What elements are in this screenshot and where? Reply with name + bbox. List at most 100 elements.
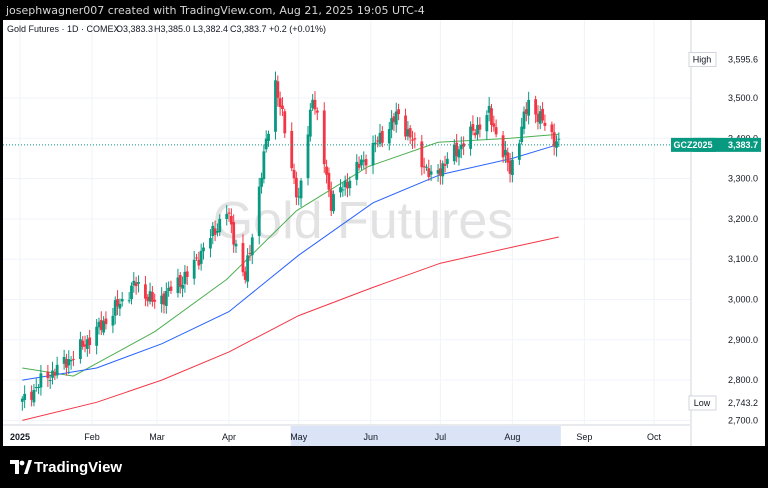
candle-body <box>20 398 24 402</box>
candle <box>429 165 433 182</box>
candle <box>490 104 493 133</box>
candle-body <box>211 225 215 237</box>
candle <box>411 130 414 149</box>
candle-body <box>306 134 310 179</box>
price-label-value: 2,743.2 <box>728 398 758 408</box>
candle-body <box>274 80 277 132</box>
price-label-value: 3,595.6 <box>728 54 758 64</box>
candle <box>243 266 247 284</box>
candle-body <box>524 109 528 114</box>
candle-body <box>32 389 36 403</box>
candle-body <box>441 163 445 177</box>
candle-body <box>346 182 349 189</box>
candle <box>53 368 57 380</box>
candle-body <box>362 160 366 162</box>
candle-body <box>281 105 284 110</box>
candle <box>394 102 398 133</box>
legend-close: C3,383.7 <box>230 24 267 34</box>
candle <box>406 120 410 141</box>
candle <box>178 272 182 294</box>
candle <box>202 242 205 260</box>
candle <box>132 272 136 293</box>
candle-body <box>459 144 463 150</box>
candle <box>380 126 384 148</box>
candle-body <box>183 271 187 284</box>
candle <box>290 122 294 172</box>
candle <box>541 102 544 124</box>
chart-area[interactable]: Gold Futures 3,500.03,400.03,300.03,200.… <box>3 20 765 446</box>
candles[interactable] <box>20 71 561 411</box>
time-tick-label: Mar <box>149 432 165 442</box>
candle-body <box>436 170 440 174</box>
candle <box>343 175 347 196</box>
candle <box>118 298 122 317</box>
candle <box>504 141 507 163</box>
candle <box>120 291 124 307</box>
time-axis[interactable]: 2025 Feb Mar Apr May Jun Jul Aug Sep Oct <box>10 432 662 442</box>
candle <box>164 282 168 314</box>
candle-body <box>55 364 59 376</box>
candle <box>183 265 187 293</box>
candle <box>487 97 491 122</box>
candle <box>357 156 361 171</box>
candle-body <box>283 111 287 134</box>
attribution-bar: josephwagner007 created with TradingView… <box>0 0 768 20</box>
symbol-label: GCZ2025 <box>673 140 712 150</box>
candle <box>346 173 349 198</box>
candle <box>257 177 261 245</box>
candle <box>232 214 236 253</box>
candle-body <box>443 164 447 166</box>
candle <box>422 157 426 174</box>
candle-body <box>146 296 150 302</box>
candle <box>550 121 554 140</box>
candle-body <box>218 218 222 233</box>
candle-body <box>457 149 461 158</box>
candle-body <box>227 212 231 214</box>
chart-svg[interactable]: Gold Futures 3,500.03,400.03,300.03,200.… <box>3 20 765 446</box>
candle <box>327 167 331 198</box>
candle-body <box>243 271 247 280</box>
candle-body <box>78 339 82 360</box>
candle <box>65 353 68 376</box>
candle <box>267 130 270 147</box>
candle <box>339 179 342 198</box>
time-tick-label: May <box>290 432 308 442</box>
candle <box>234 239 238 253</box>
candle <box>102 316 106 336</box>
candle-body <box>427 168 431 177</box>
candle-body <box>327 172 331 190</box>
candle-body <box>95 326 99 346</box>
candle-body <box>557 138 561 140</box>
candle-body <box>250 237 254 256</box>
candle <box>264 130 268 153</box>
candle-body <box>455 142 459 157</box>
candle-body <box>311 99 315 109</box>
candle <box>524 102 528 122</box>
candle-body <box>332 194 335 212</box>
candle <box>297 187 301 206</box>
candle-body <box>276 81 280 98</box>
candle <box>476 117 479 141</box>
candle-body <box>438 168 442 176</box>
candle <box>199 243 203 271</box>
candle <box>362 151 366 169</box>
candle <box>69 356 73 370</box>
candle <box>181 276 184 298</box>
candle <box>313 91 317 115</box>
candle <box>283 108 287 138</box>
candle <box>373 134 377 153</box>
candle <box>520 117 524 145</box>
candle-body <box>508 160 512 174</box>
candle <box>527 91 531 125</box>
candle-body <box>506 152 510 163</box>
candle <box>534 95 538 124</box>
candle-body <box>113 300 117 316</box>
candle-body <box>144 284 147 299</box>
candle <box>262 144 266 184</box>
price-axis[interactable]: 3,500.03,400.03,300.03,200.03,100.03,000… <box>671 51 761 425</box>
candle-body <box>85 339 89 349</box>
candle-body <box>292 169 296 179</box>
candle <box>116 290 119 316</box>
candle-body <box>176 277 180 293</box>
candle <box>355 154 359 186</box>
